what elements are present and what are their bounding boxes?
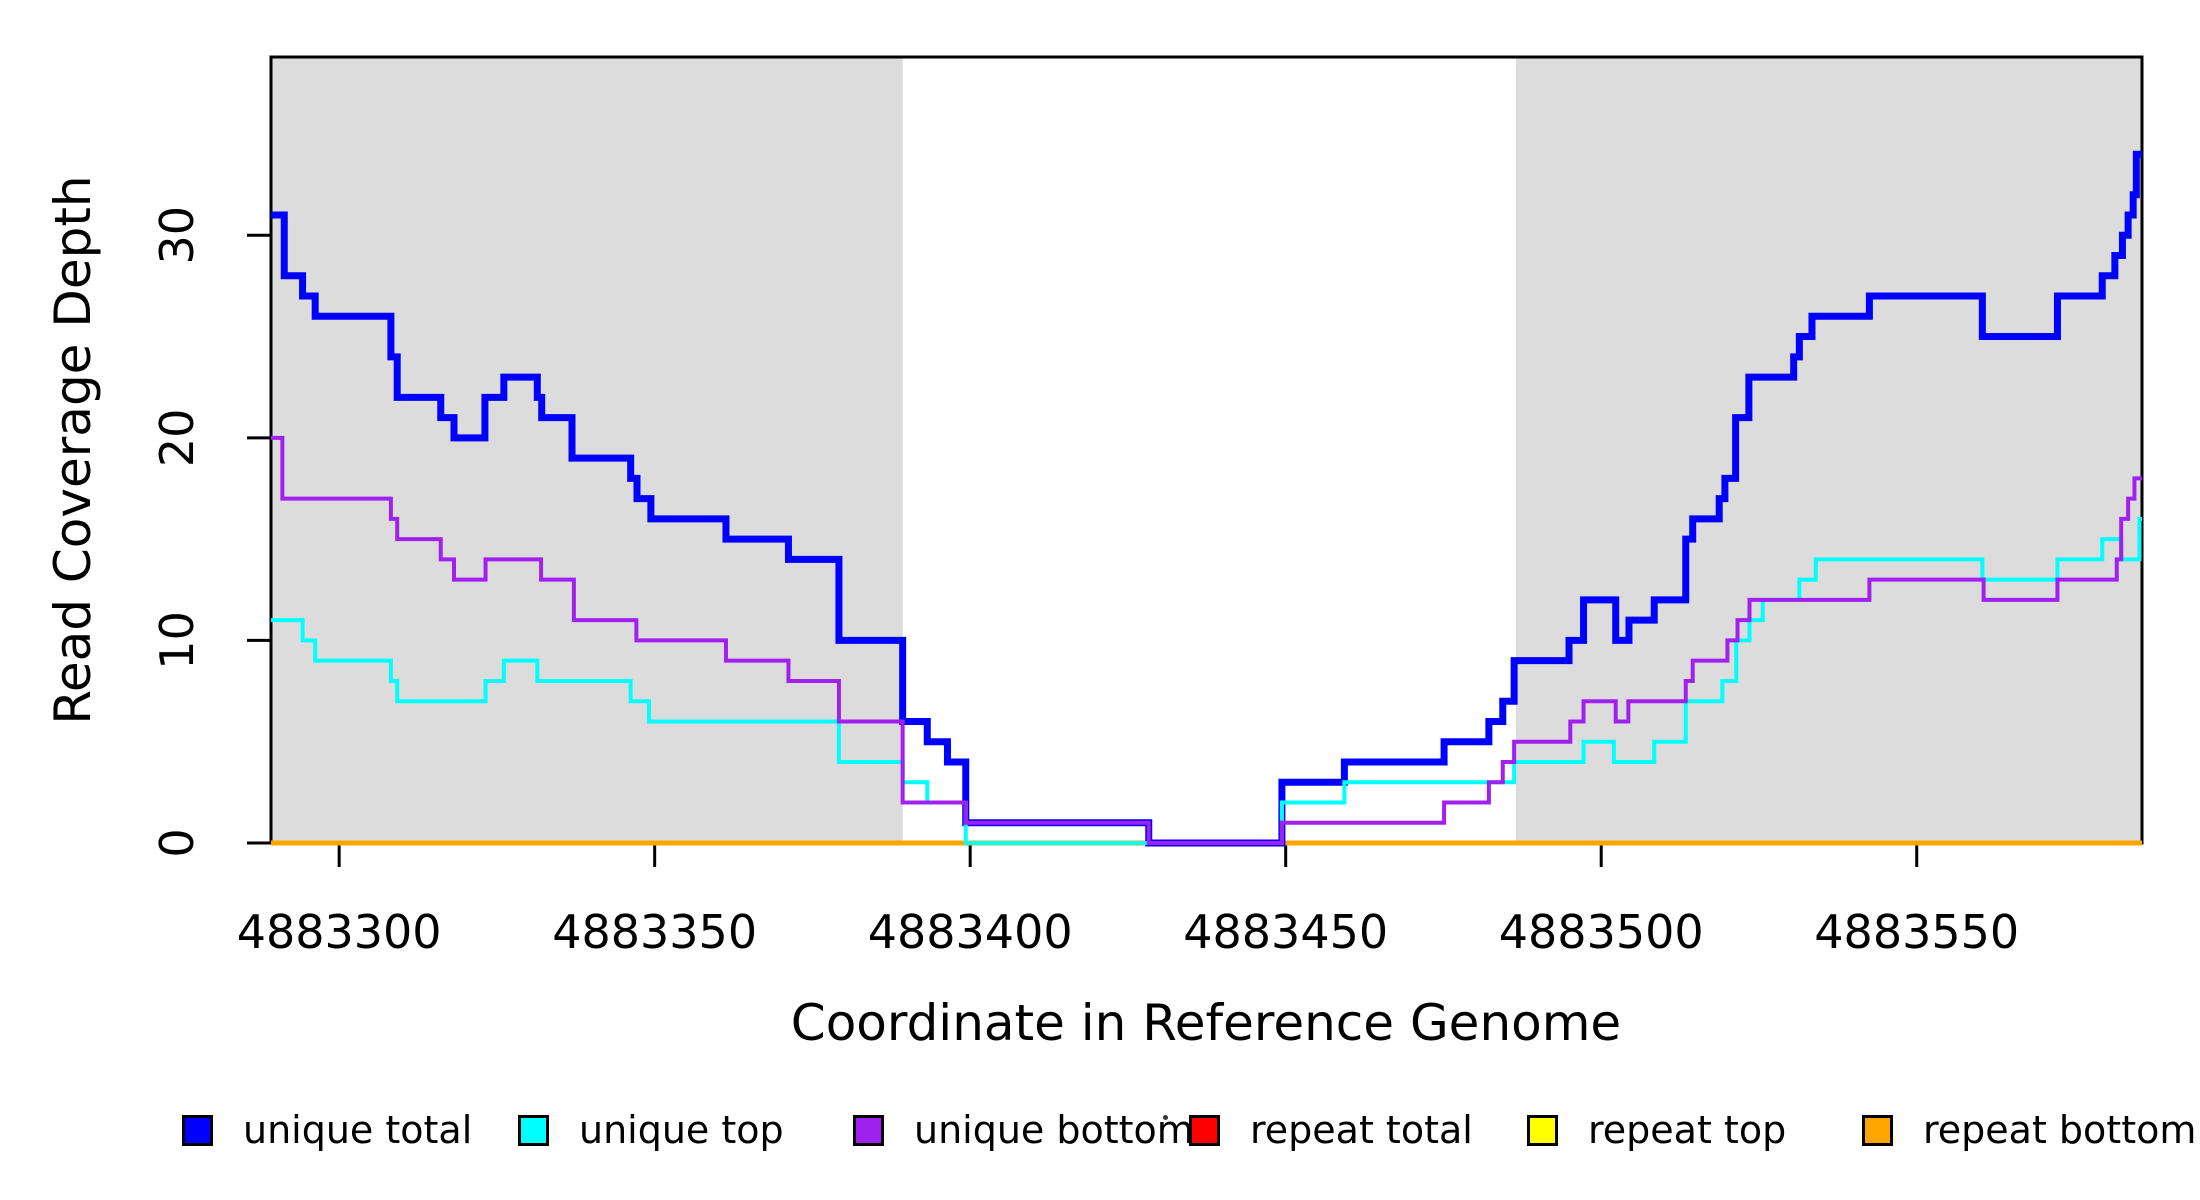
legend-item-unique-top: unique top	[518, 1100, 784, 1160]
legend-item-unique-bottom: unique bottom	[853, 1100, 1194, 1160]
legend-swatch-repeat-bottom	[1862, 1114, 1893, 1146]
legend-item-repeat-total: repeat total	[1189, 1100, 1473, 1160]
legend-swatch-repeat-total	[1189, 1114, 1220, 1146]
x-tick-label: 4883550	[1814, 905, 2019, 959]
x-tick-label: 4883300	[237, 905, 442, 959]
legend-swatch-repeat-top	[1527, 1114, 1558, 1146]
x-axis: 4883300 4883350 4883400 4883450 4883500 48835…	[237, 843, 2019, 959]
legend-item-repeat-bottom: repeat bottom	[1862, 1100, 2196, 1160]
legend-swatch-unique-top	[518, 1114, 549, 1146]
x-tick-label: 4883350	[552, 905, 757, 959]
shaded-regions	[271, 57, 2142, 843]
legend-label: unique total	[243, 1108, 473, 1152]
shaded-region	[271, 57, 903, 843]
x-tick-label: 4883450	[1183, 905, 1388, 959]
x-tick-label: 4883400	[868, 905, 1073, 959]
y-tick-label: 20	[150, 409, 204, 468]
legend-item-unique-total: unique total	[182, 1100, 472, 1160]
series-line-unique-bottom	[271, 435, 2142, 845]
series-line-unique-top	[271, 516, 2142, 845]
x-axis-title: Coordinate in Reference Genome	[791, 994, 1621, 1052]
legend-label: repeat total	[1250, 1108, 1473, 1152]
y-tick-label: 10	[150, 611, 204, 670]
stray-dot-artifact	[1163, 1115, 1168, 1120]
legend-swatch-unique-total	[182, 1114, 213, 1146]
series-line-unique-total	[271, 150, 2142, 847]
plot-series	[271, 150, 2142, 847]
legend-item-repeat-top: repeat top	[1527, 1100, 1786, 1160]
legend-label: unique bottom	[914, 1108, 1194, 1152]
y-tick-label: 0	[150, 828, 204, 857]
legend-label: repeat bottom	[1923, 1108, 2197, 1152]
legend: unique total unique top unique bottom repea…	[0, 1100, 2200, 1170]
y-tick-label: 30	[150, 206, 204, 265]
legend-swatch-unique-bottom	[853, 1114, 884, 1146]
y-axis: 0 10 20 30	[150, 206, 271, 858]
shaded-region	[1516, 57, 2142, 843]
legend-label: repeat top	[1588, 1108, 1787, 1152]
y-axis-title: Read Coverage Depth	[44, 175, 102, 724]
x-tick-label: 4883500	[1499, 905, 1704, 959]
legend-label: unique top	[579, 1108, 784, 1152]
